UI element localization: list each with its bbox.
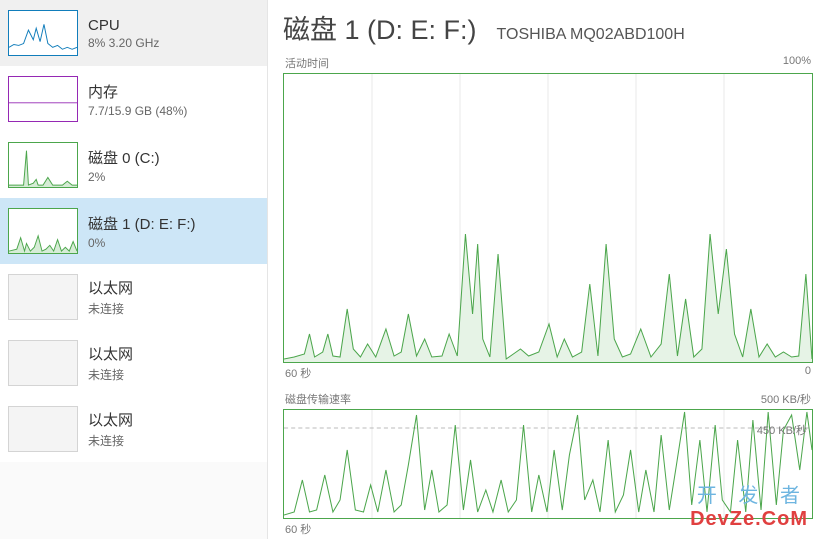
activity-chart xyxy=(283,73,813,363)
chart2-label-right: 500 KB/秒 xyxy=(761,391,811,407)
chart1-xleft: 60 秒 xyxy=(285,365,311,381)
sb-title: 以太网 xyxy=(88,277,259,298)
chart1-label-left: 活动时间 xyxy=(285,55,329,71)
sidebar-item-6[interactable]: 以太网未连接 xyxy=(0,396,267,462)
sb-title: 内存 xyxy=(88,81,259,102)
sidebar-item-5[interactable]: 以太网未连接 xyxy=(0,330,267,396)
thumb-icon xyxy=(8,406,78,452)
sidebar-item-3[interactable]: 磁盘 1 (D: E: F:) 0% xyxy=(0,198,267,264)
chart2-label-left: 磁盘传输速率 xyxy=(285,391,351,407)
sb-title: CPU xyxy=(88,17,259,34)
sidebar-item-4[interactable]: 以太网未连接 xyxy=(0,264,267,330)
sb-title: 磁盘 1 (D: E: F:) xyxy=(88,213,259,234)
sb-sub: 2% xyxy=(88,170,259,184)
sidebar-item-0[interactable]: CPU 8% 3.20 GHz xyxy=(0,0,267,66)
chart1-xright: 0 xyxy=(805,365,811,381)
sb-sub: 0% xyxy=(88,236,259,250)
resource-sidebar[interactable]: CPU 8% 3.20 GHz 内存 7.7/15.9 GB (48%) 磁盘 0 (C… xyxy=(0,0,268,539)
sb-sub: 未连接 xyxy=(88,432,259,449)
sb-sub: 8% 3.20 GHz xyxy=(88,36,259,50)
disk-title: 磁盘 1 (D: E: F:) xyxy=(283,8,477,47)
main-panel: 磁盘 1 (D: E: F:) TOSHIBA MQ02ABD100H 活动时间… xyxy=(268,0,828,539)
transfer-chart-section: 磁盘传输速率 500 KB/秒 450 KB/秒 60 秒 xyxy=(283,391,813,537)
sb-title: 以太网 xyxy=(88,409,259,430)
chart1-label-right: 100% xyxy=(783,55,811,71)
sb-sub: 未连接 xyxy=(88,300,259,317)
sidebar-item-2[interactable]: 磁盘 0 (C:) 2% xyxy=(0,132,267,198)
thumb-icon xyxy=(8,208,78,254)
thumb-icon xyxy=(8,76,78,122)
sb-sub: 未连接 xyxy=(88,366,259,383)
ref-line-label: 450 KB/秒 xyxy=(757,422,807,438)
thumb-icon xyxy=(8,340,78,386)
sb-title: 磁盘 0 (C:) xyxy=(88,147,259,168)
thumb-icon xyxy=(8,274,78,320)
sb-title: 以太网 xyxy=(88,343,259,364)
transfer-chart: 450 KB/秒 xyxy=(283,409,813,519)
sb-sub: 7.7/15.9 GB (48%) xyxy=(88,104,259,118)
thumb-icon xyxy=(8,10,78,56)
disk-model: TOSHIBA MQ02ABD100H xyxy=(497,26,685,44)
thumb-icon xyxy=(8,142,78,188)
activity-chart-section: 活动时间 100% 60 秒 0 xyxy=(283,55,813,381)
chart2-xleft: 60 秒 xyxy=(285,521,311,537)
sidebar-item-1[interactable]: 内存 7.7/15.9 GB (48%) xyxy=(0,66,267,132)
